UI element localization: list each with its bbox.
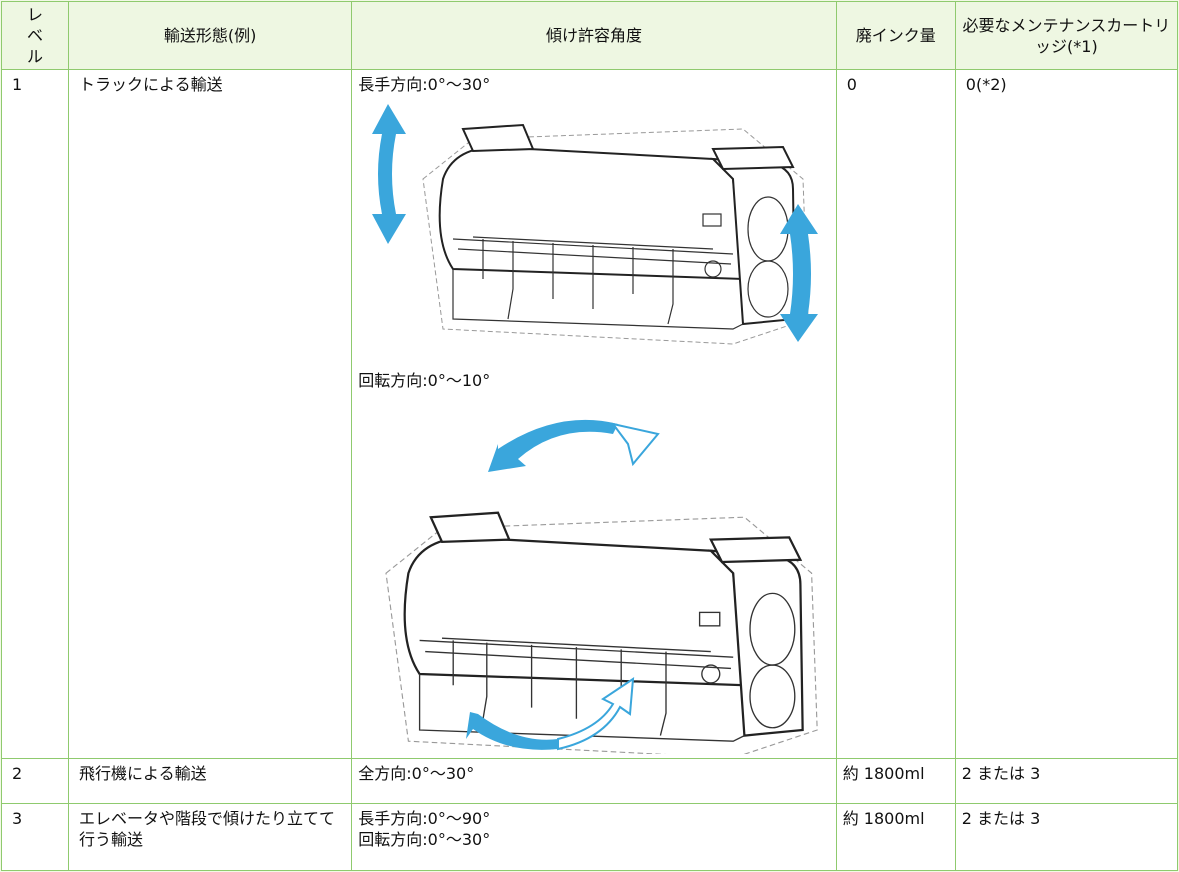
header-cell: 傾け許容角度 [351,1,837,70]
cell: エレベータや階段で傾けたり立てて行う輸送 [68,803,353,871]
row: 3 エレベータや階段で傾けたり立てて行う輸送 長手方向:0°〜90° 回転方向:… [0,803,1179,871]
angle-text: 回転方向:0°〜30° [358,830,491,849]
angle-cell: 長手方向:0°〜30° 回転方向:0°〜10° [358,74,829,754]
cell: 2 または 3 [954,803,1179,871]
cell: 0(*2) [954,69,1179,759]
rotate-arrow [488,419,619,472]
cell: 長手方向:0°〜30° 回転方向:0°〜10° [351,69,837,759]
rotate-arrow [466,712,559,750]
header-row: レベル 輸送形態(例) 傾け許容角度 廃インク量 必要なメンテナンスカートリッジ… [0,1,1179,70]
cell: 1 [0,69,70,759]
angle-text: 長手方向:0°〜30° [358,75,491,94]
cell: 全方向:0°〜30° [351,758,837,804]
row: 2 飛行機による輸送 全方向:0°〜30° 約 1800ml 2 または 3 [0,758,1179,804]
printer-illustration [385,419,819,754]
cell: 長手方向:0°〜90° 回転方向:0°〜30° [351,803,837,871]
header-cell: 廃インク量 [835,1,956,70]
header-cell: 必要なメンテナンスカートリッジ(*1) [954,1,1179,70]
cell: 飛行機による輸送 [68,758,353,804]
header-cell: レベル [0,1,70,70]
angle-text: 長手方向:0°〜90° [358,809,491,828]
cell: 2 [0,758,70,804]
cell: 約 1800ml [835,803,956,871]
cell: トラックによる輸送 [68,69,353,759]
tilt-arrow [780,204,819,342]
cell: 3 [0,803,70,871]
cell: 約 1800ml [835,758,956,804]
rotate-arrow [610,422,661,467]
cell: 0 [835,69,956,759]
rotate-arrow [557,677,635,751]
cell: 2 または 3 [954,758,1179,804]
tilt-arrow [372,104,407,244]
printer-illustration [372,104,819,345]
row: 1 トラックによる輸送 長手方向:0°〜30° 回転方向:0°〜10° [0,69,1179,759]
printer [422,124,810,345]
header-cell: 輸送形態(例) [68,1,353,70]
angle-text: 回転方向:0°〜10° [358,371,491,390]
